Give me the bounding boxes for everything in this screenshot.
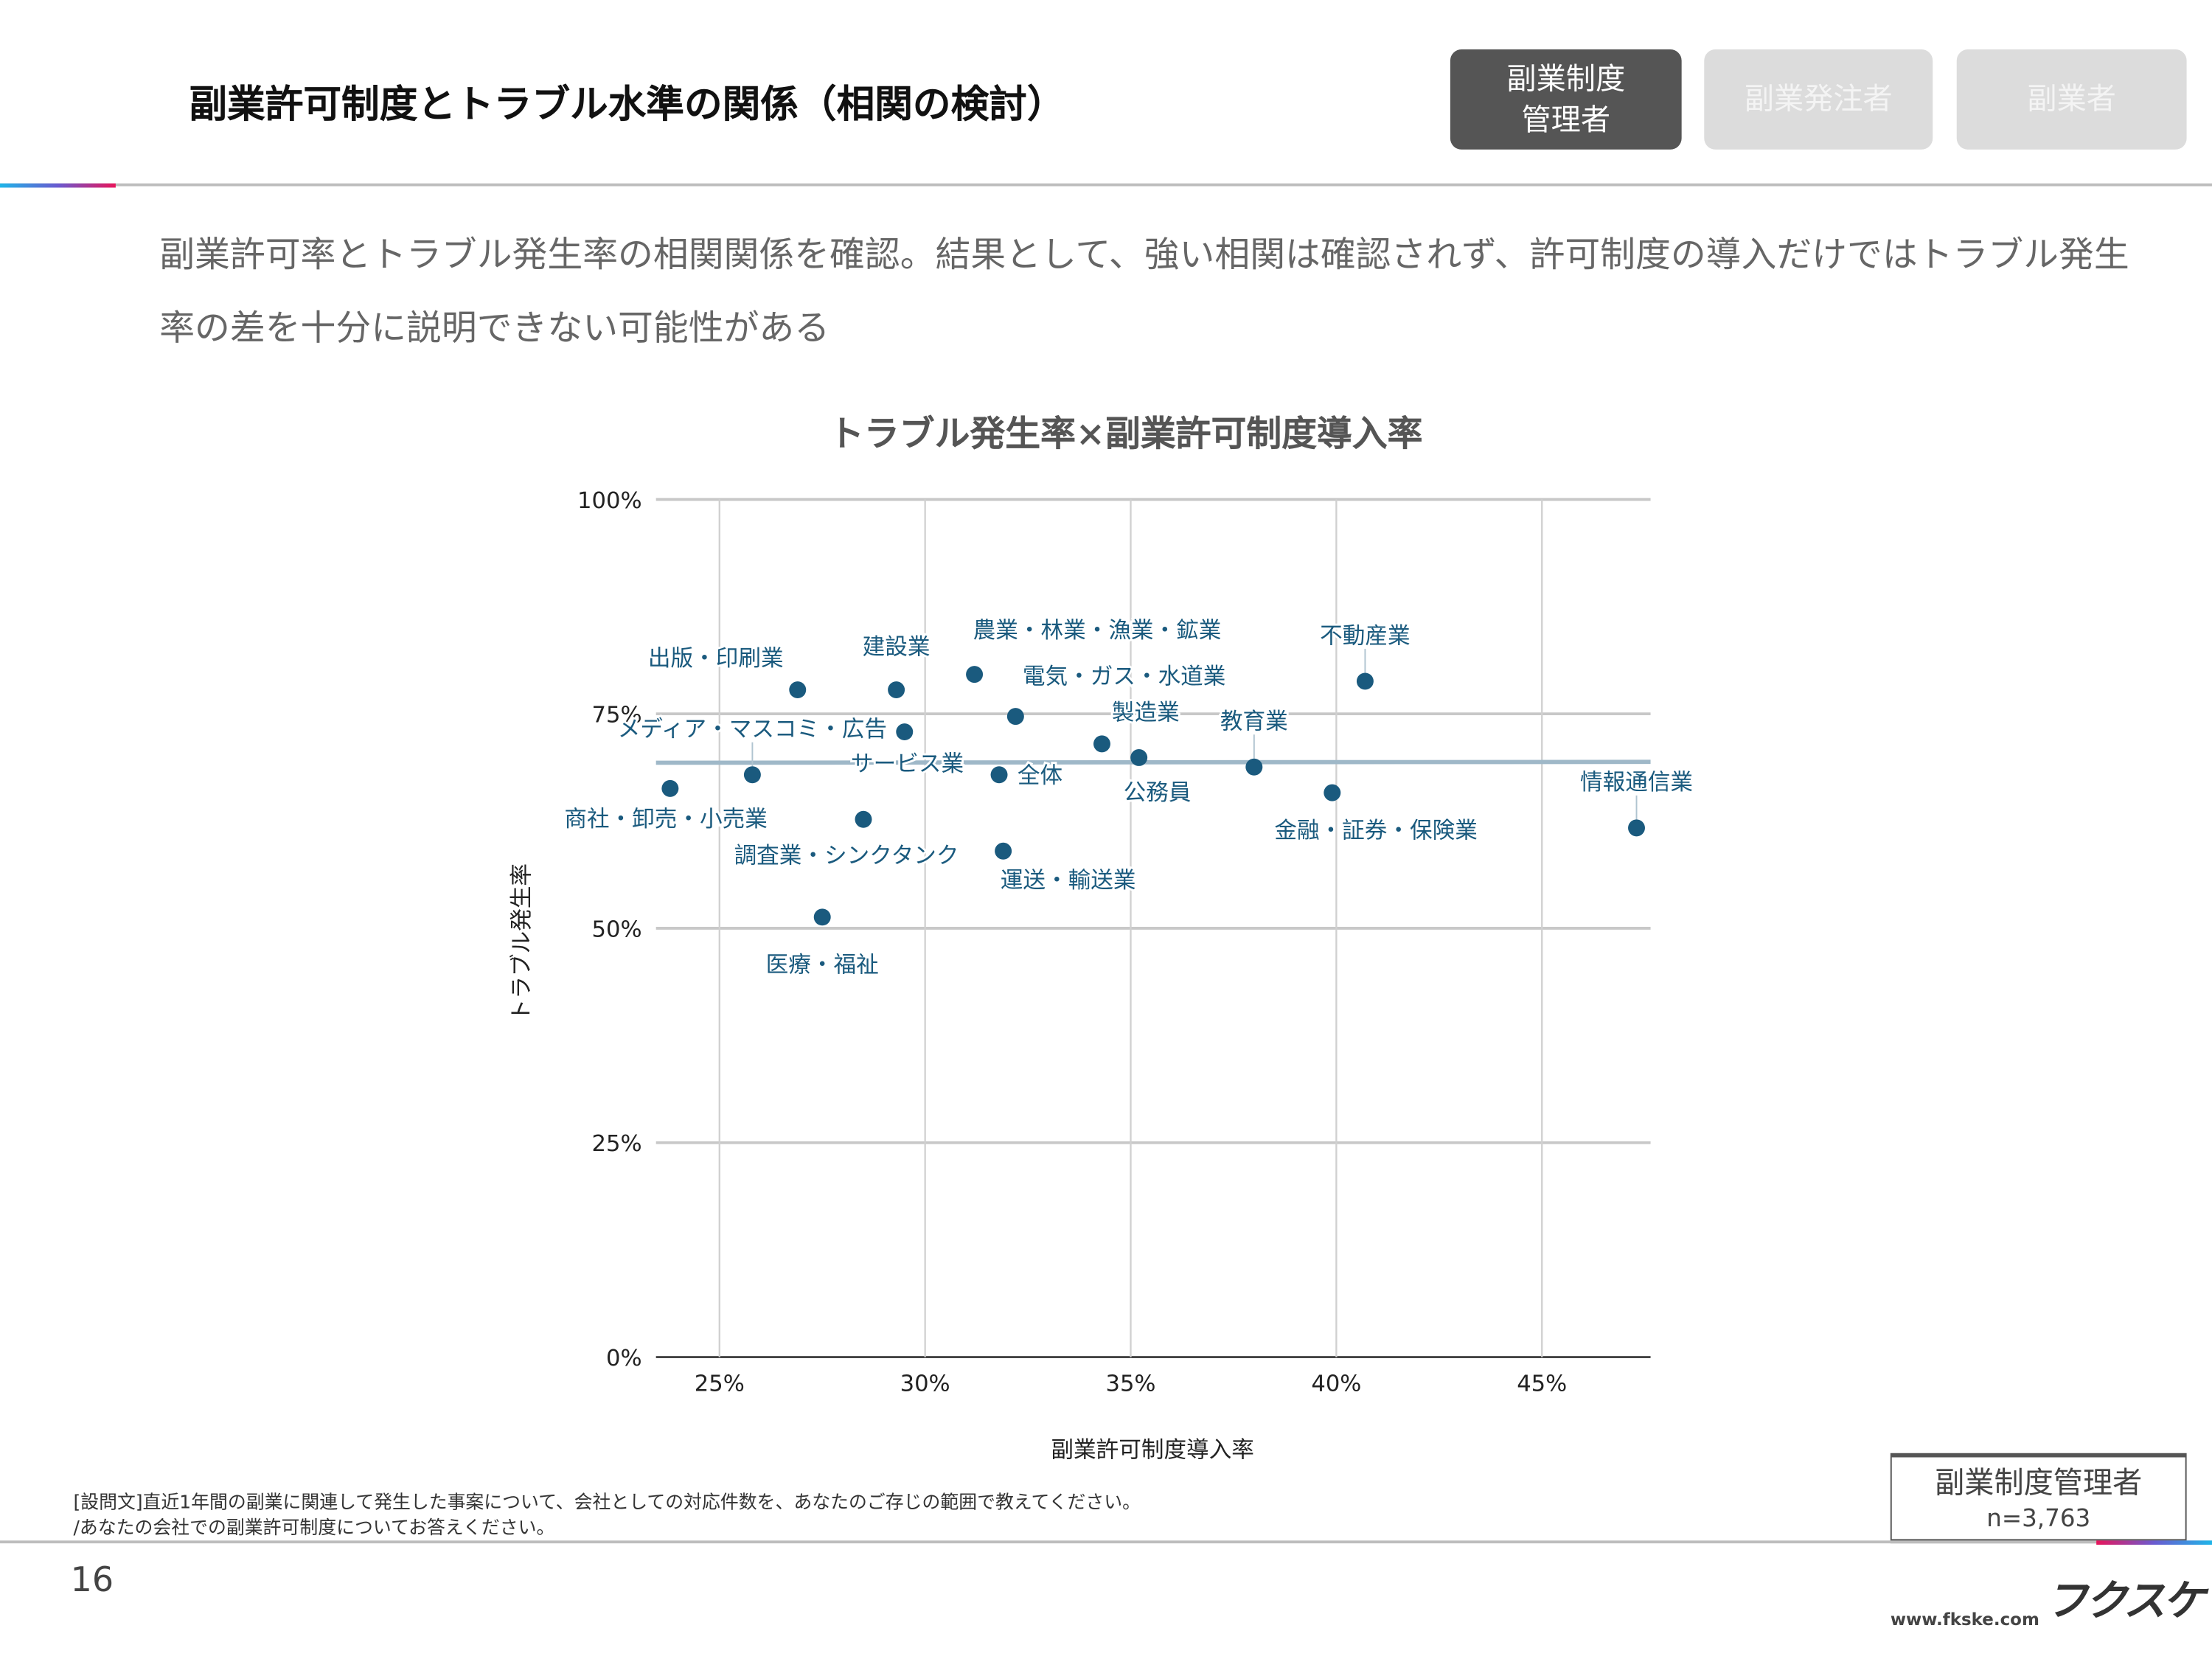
data-point	[1628, 819, 1645, 837]
question-note-line1: [設問文]直近1年間の副業に関連して発生した事案について、会社としての対応件数を…	[73, 1492, 1141, 1514]
sample-title: 副業制度管理者	[1935, 1465, 2143, 1500]
data-point-label: 金融・証券・保険業	[1274, 818, 1477, 844]
data-point	[995, 842, 1012, 860]
data-point	[1130, 748, 1148, 766]
header-divider	[0, 183, 2212, 187]
data-point-label: 商社・卸売・小売業	[564, 807, 767, 832]
data-point	[1245, 758, 1263, 776]
data-point	[1093, 735, 1110, 753]
y-axis-title: トラブル発生率	[507, 863, 535, 1022]
data-point-label: 全体	[1018, 763, 1062, 789]
data-point-label: 製造業	[1112, 700, 1180, 726]
y-tick-label: 100%	[577, 488, 642, 514]
data-point	[813, 908, 831, 926]
y-tick-label: 25%	[592, 1131, 642, 1157]
x-tick-label: 45%	[1517, 1371, 1567, 1397]
header-accent	[0, 183, 116, 188]
x-axis-title: 副業許可制度導入率	[1051, 1436, 1254, 1464]
tab-label-line2: 管理者	[1521, 102, 1611, 136]
data-point	[966, 666, 984, 684]
data-point	[1324, 784, 1341, 801]
x-tick-label: 25%	[695, 1371, 745, 1397]
data-point-label: 農業・林業・漁業・鉱業	[973, 618, 1222, 644]
chart-title: トラブル発生率×副業許可制度導入率	[829, 413, 1423, 455]
question-note-line2: /あなたの会社での副業許可制度についてお答えください。	[73, 1517, 555, 1540]
tab-label: 副業発注者	[1744, 81, 1893, 116]
data-point	[990, 766, 1008, 784]
y-tick-label: 75%	[592, 703, 642, 728]
data-point-label: 情報通信業	[1580, 770, 1693, 796]
y-tick-label: 50%	[592, 917, 642, 942]
sample-n: n=3,763	[1986, 1505, 2091, 1534]
data-point	[743, 766, 761, 784]
data-point-label: サービス業	[851, 751, 964, 777]
page-title: 副業許可制度とトラブル水準の関係（相関の検討）	[189, 83, 1065, 128]
data-point	[1006, 708, 1024, 726]
brand-logo: フクスケ	[2045, 1577, 2205, 1627]
data-point-label: 公務員	[1124, 780, 1192, 806]
data-point-label: 電気・ガス・水道業	[1023, 664, 1225, 690]
data-point-label: 医療・福祉	[766, 952, 879, 978]
tab-side-job-client[interactable]: 副業発注者	[1704, 49, 1933, 150]
tab-label-line1: 副業制度	[1506, 61, 1626, 96]
x-tick-label: 40%	[1311, 1371, 1361, 1397]
footer-divider	[0, 1540, 2212, 1544]
data-point-label: 調査業・シンクタンク	[734, 844, 959, 869]
data-point-label: 運送・輸送業	[1001, 868, 1136, 894]
lead-text: 副業許可率とトラブル発生率の相関関係を確認。結果として、強い相関は確認されず、許…	[159, 234, 2129, 349]
data-point	[1356, 672, 1374, 690]
y-tick-label: 0%	[606, 1346, 642, 1371]
question-note: [設問文]直近1年間の副業に関連して発生した事案について、会社としての対応件数を…	[73, 1491, 1141, 1542]
data-point-label: メディア・マスコミ・広告	[618, 717, 887, 742]
footer-accent	[2096, 1540, 2212, 1545]
brand-url: www.fkske.com	[1890, 1610, 2039, 1630]
data-point-label: 建設業	[863, 635, 931, 661]
data-point	[855, 810, 872, 828]
data-point-label: 不動産業	[1320, 623, 1410, 649]
data-point-label: 出版・印刷業	[648, 646, 784, 672]
data-point	[789, 681, 807, 699]
page-number: 16	[70, 1560, 114, 1600]
x-tick-label: 35%	[1105, 1371, 1155, 1397]
x-tick-label: 30%	[900, 1371, 950, 1397]
data-point	[661, 779, 679, 797]
data-point-label: 教育業	[1220, 709, 1288, 735]
tab-side-job-system-manager[interactable]: 副業制度 管理者	[1450, 49, 1682, 150]
tab-label: 副業者	[2027, 81, 2116, 116]
sample-size-box: 副業制度管理者 n=3,763	[1890, 1453, 2187, 1544]
data-point	[896, 723, 914, 741]
data-point	[888, 681, 905, 699]
tab-side-job-worker[interactable]: 副業者	[1956, 49, 2187, 150]
